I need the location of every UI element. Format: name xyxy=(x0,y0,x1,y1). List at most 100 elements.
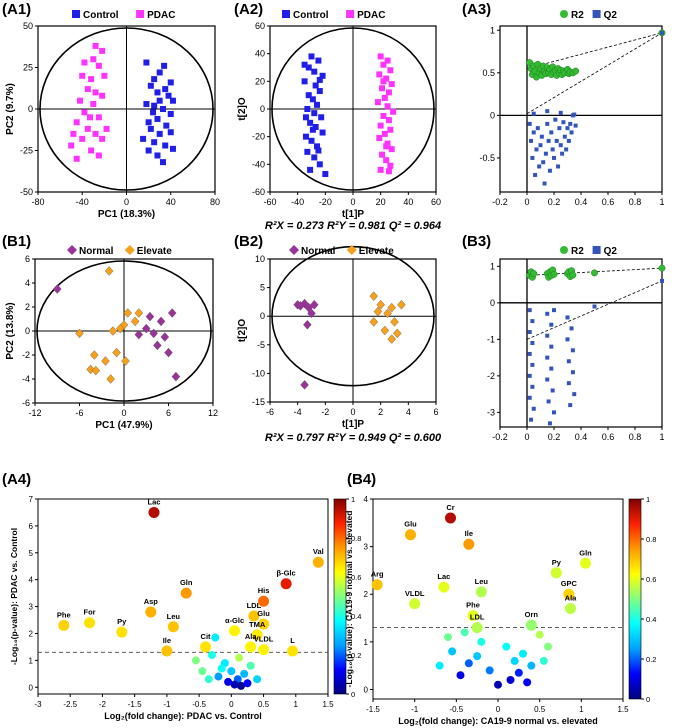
point-pdac xyxy=(70,130,77,137)
metabolite-label: For xyxy=(84,608,96,617)
point-pdac xyxy=(385,168,392,175)
x-tick-label: 40 xyxy=(403,197,413,207)
legend-label: Control xyxy=(83,10,119,21)
volcano-point xyxy=(477,637,486,646)
point-q2 xyxy=(570,348,575,353)
point-normal xyxy=(52,284,62,294)
panel-label: (B2) xyxy=(234,233,263,250)
point-control xyxy=(151,102,158,109)
metabolite-label: LDL xyxy=(470,613,485,622)
point-normal xyxy=(160,332,170,342)
legend-marker xyxy=(560,10,568,18)
y-tick-label: -20 xyxy=(252,132,265,142)
point-pdac xyxy=(380,78,387,85)
metabolite-label: Ala xyxy=(565,594,578,603)
point-q2 xyxy=(565,337,570,342)
point-control xyxy=(308,53,315,60)
point-q2 xyxy=(531,111,536,116)
point-elevate xyxy=(101,356,110,366)
point-control xyxy=(307,166,314,173)
point-pdac xyxy=(379,85,386,92)
point-control xyxy=(169,145,176,152)
point-q2 xyxy=(660,278,664,283)
point-q2 xyxy=(530,362,535,367)
point-normal xyxy=(300,380,309,390)
point-pdac xyxy=(88,76,95,83)
point-pdac xyxy=(388,81,395,88)
point-control xyxy=(145,147,152,154)
y-tick-label: 4 xyxy=(29,576,34,585)
y-tick-label: 0 xyxy=(28,104,33,114)
metabolite-label: Phe xyxy=(466,601,480,610)
point-pdac xyxy=(383,157,390,164)
panel-a4: (A4) -3 -2.5 -2 -1.5 -1 -0.5 0 0.5 1 1.5 0 1 2 3 4 5 6 7 La… xyxy=(2,471,361,721)
point-pdac xyxy=(388,146,395,153)
volcano-point xyxy=(523,678,532,687)
volcano-point-labeled xyxy=(58,619,70,631)
model-stats-b2: R²X = 0.797 R²Y = 0.949 Q² = 0.600 xyxy=(265,432,442,444)
volcano-point-labeled xyxy=(563,588,575,600)
point-elevate xyxy=(387,302,397,313)
point-q2 xyxy=(554,138,559,143)
volcano-point-labeled xyxy=(116,626,128,638)
point-q2 xyxy=(566,138,571,143)
point-r2 xyxy=(591,269,598,277)
y-tick-label: -5 xyxy=(257,340,265,350)
volcano-point xyxy=(246,661,255,670)
colorbar-tick-label: 1 xyxy=(646,495,650,504)
point-pdac xyxy=(377,122,384,129)
point-q2 xyxy=(545,109,550,114)
metabolite-label: Cit xyxy=(201,632,212,641)
point-control xyxy=(301,78,308,85)
point-q2 xyxy=(565,315,570,320)
x-tick-label: 2 xyxy=(378,407,383,417)
y-tick-label: 2 xyxy=(25,302,30,312)
panel-b3: (B3) -0.2 0 0.2 0.4 0.6 0.8 1 -3 -2 -1 0 1 R2 Q2 xyxy=(462,233,666,442)
legend-label: PDAC xyxy=(147,10,175,21)
x-tick-label: 0.2 xyxy=(548,197,561,207)
y-tick-label: -6 xyxy=(22,398,30,408)
volcano-point xyxy=(494,680,502,689)
volcano-point-labeled xyxy=(200,641,212,653)
point-elevate xyxy=(112,347,121,358)
point-control xyxy=(143,101,150,108)
point-control xyxy=(151,139,158,146)
volcano-point xyxy=(235,653,244,662)
point-normal xyxy=(307,308,316,319)
x-tick-label: 4 xyxy=(406,407,411,417)
colorbar-tick-label: 0.2 xyxy=(351,651,361,660)
volcano-point xyxy=(208,651,216,659)
x-tick-label: 1 xyxy=(294,700,299,709)
point-q2 xyxy=(660,30,664,35)
point-pdac xyxy=(387,126,394,133)
volcano-point-labeled xyxy=(251,629,263,641)
point-q2 xyxy=(527,395,532,400)
colorbar-tick-label: 0.4 xyxy=(351,612,361,621)
metabolite-label: α-Glc xyxy=(225,616,244,625)
volcano-point-labeled xyxy=(405,529,416,541)
volcano-point xyxy=(217,664,226,673)
point-control xyxy=(316,161,323,168)
point-pdac xyxy=(99,135,106,142)
point-q2 xyxy=(530,319,535,324)
point-q2 xyxy=(550,147,555,152)
colorbar xyxy=(628,498,642,700)
metabolite-label: Gln xyxy=(180,578,193,587)
point-normal xyxy=(296,301,305,311)
point-control xyxy=(154,152,161,159)
y-tick-label: 1 xyxy=(490,25,495,35)
volcano-point xyxy=(485,666,494,675)
point-pdac xyxy=(79,135,86,142)
x-tick-label: 0.6 xyxy=(602,197,615,207)
point-pdac xyxy=(84,86,91,93)
point-pdac xyxy=(380,61,387,68)
x-tick-label: 0.8 xyxy=(629,197,642,207)
point-control xyxy=(311,154,318,161)
colorbar xyxy=(333,498,347,695)
x-axis-label: PC1 (47.9%) xyxy=(95,420,152,431)
metabolite-label: L xyxy=(290,636,295,645)
x-tick-label: 1 xyxy=(579,705,584,714)
x-tick-label: 1 xyxy=(659,197,664,207)
panel-label: (A1) xyxy=(2,1,31,18)
